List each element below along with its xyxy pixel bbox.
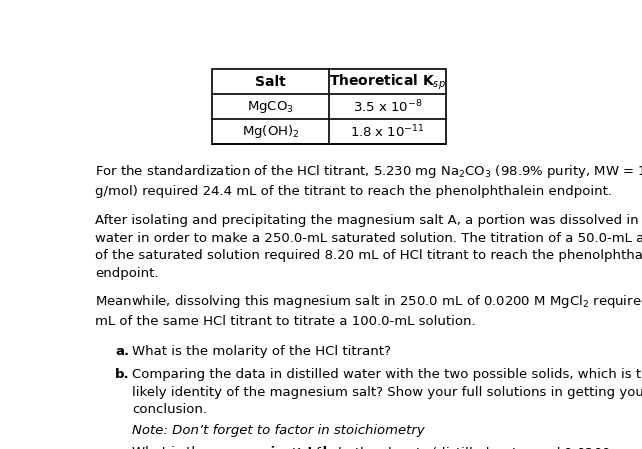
Text: K$_{sp}$ for both solvents (distilled water and 0.0200: K$_{sp}$ for both solvents (distilled wa…: [287, 445, 611, 449]
Text: What is the molarity of the HCl titrant?: What is the molarity of the HCl titrant?: [132, 345, 392, 358]
Text: After isolating and precipitating the magnesium salt A, a portion was dissolved : After isolating and precipitating the ma…: [95, 214, 642, 280]
Text: MgCO$_3$: MgCO$_3$: [247, 99, 294, 115]
Text: experimental: experimental: [229, 445, 328, 449]
Text: Comparing the data in distilled water with the two possible solids, which is the: Comparing the data in distilled water wi…: [132, 369, 642, 416]
Text: b.: b.: [115, 369, 130, 382]
Text: Meanwhile, dissolving this magnesium salt in 250.0 mL of 0.0200 M MgCl$_2$ requi: Meanwhile, dissolving this magnesium sal…: [95, 293, 642, 328]
Text: Mg(OH)$_2$: Mg(OH)$_2$: [242, 123, 299, 140]
Text: a.: a.: [115, 345, 129, 358]
Text: 1.8 x 10$^{-11}$: 1.8 x 10$^{-11}$: [350, 123, 425, 140]
Bar: [212, 70, 446, 144]
Text: Salt: Salt: [255, 75, 286, 89]
Text: Theoretical K$_{sp}$: Theoretical K$_{sp}$: [329, 72, 446, 92]
Text: Note: Don’t forget to factor in stoichiometry: Note: Don’t forget to factor in stoichio…: [132, 424, 425, 437]
Text: 3.5 x 10$^{-8}$: 3.5 x 10$^{-8}$: [353, 98, 422, 115]
Text: For the standardization of the HCl titrant, 5.230 mg Na$_2$CO$_3$ (98.9% purity,: For the standardization of the HCl titra…: [95, 163, 642, 198]
Text: What is the average: What is the average: [132, 445, 272, 449]
Text: c.: c.: [115, 445, 128, 449]
